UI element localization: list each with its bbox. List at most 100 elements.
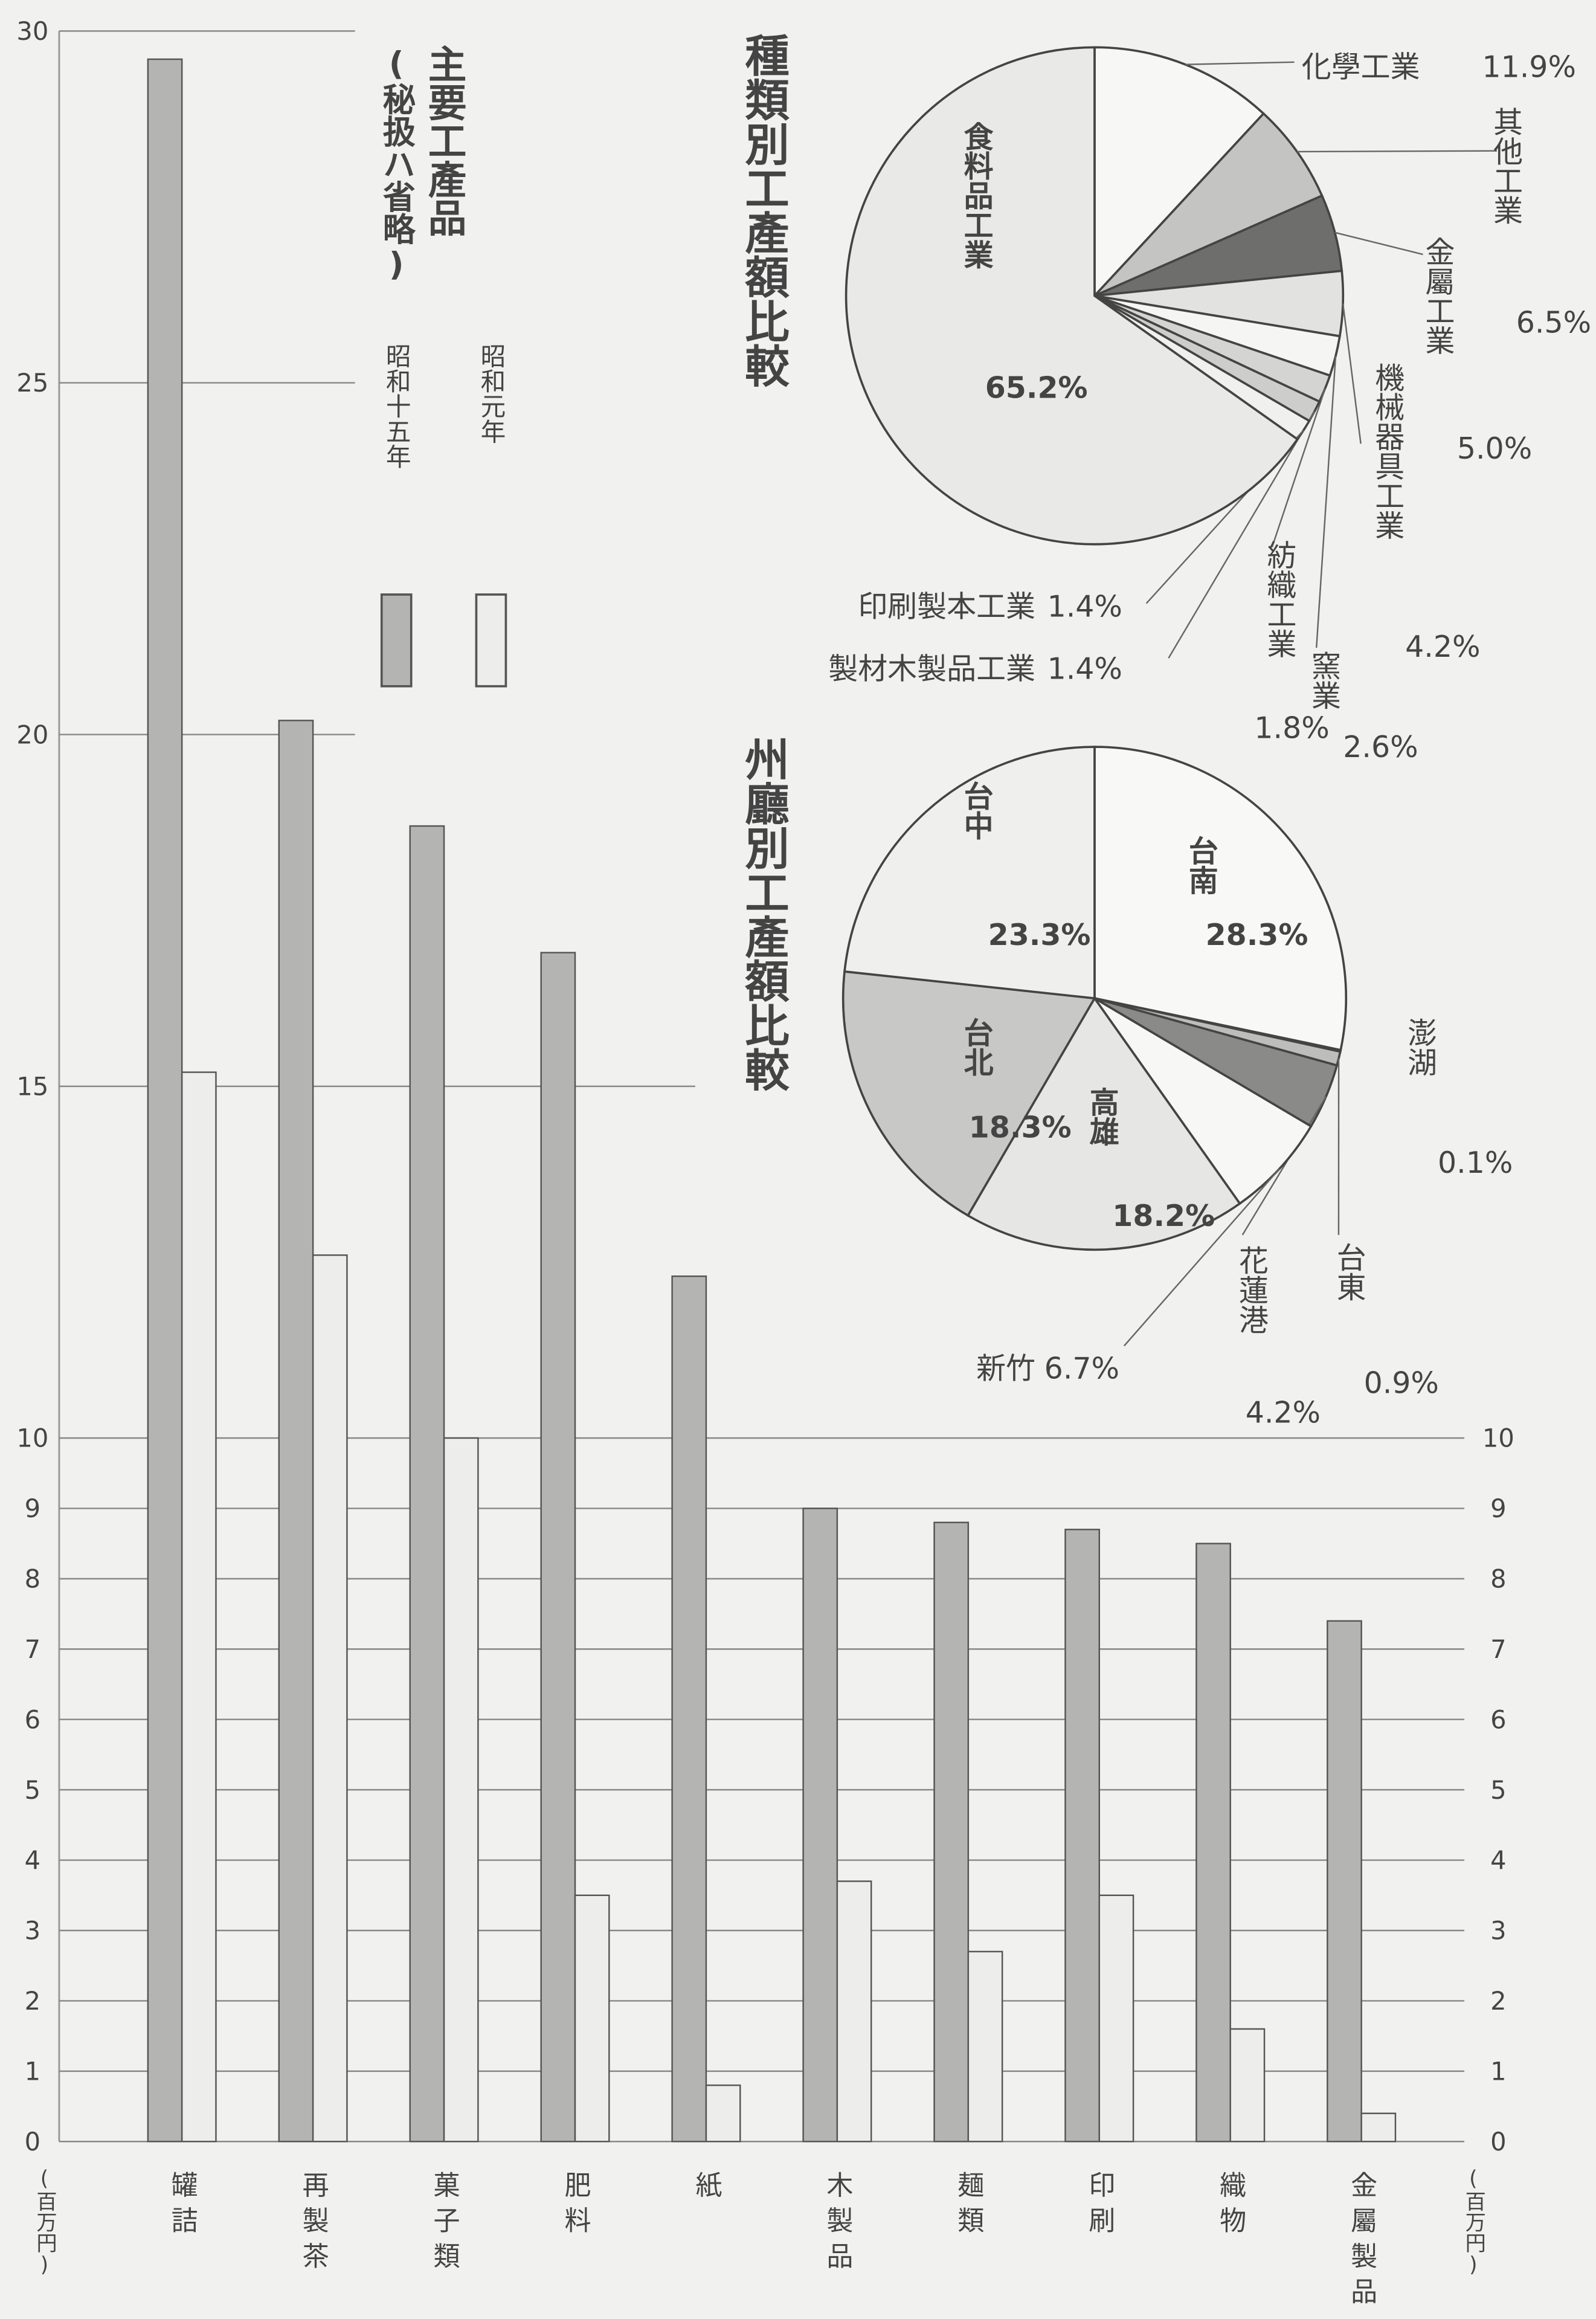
y-tick-label: 2 xyxy=(25,1986,40,2016)
y-tick-label: 20 xyxy=(16,720,48,749)
bar xyxy=(671,1275,707,2143)
slice-value-label: 1.4% xyxy=(1047,652,1122,686)
slice-value-label: 0.1% xyxy=(1438,1146,1513,1180)
bar xyxy=(278,720,314,2143)
y-tick-label: 7 xyxy=(25,1634,40,1664)
y-tick-label: 4 xyxy=(25,1845,40,1875)
slice-label: 化學工業 xyxy=(1302,50,1420,84)
slice-label: 其他工業 xyxy=(1488,106,1523,225)
pie-slice xyxy=(1093,746,1348,1052)
bar xyxy=(967,1950,1003,2143)
chart-subtitle: (秘扱ハ省略) xyxy=(378,44,416,283)
y2-tick-label: 2 xyxy=(1490,1986,1506,2016)
slice-label: 新竹 xyxy=(976,1351,1035,1385)
x-tick-label: 紙 xyxy=(690,2171,721,2207)
pie-slice xyxy=(1093,46,1266,299)
bar xyxy=(574,1894,610,2143)
slice-label: 台北 xyxy=(959,1018,994,1077)
slice-label: 製材木製品工業 xyxy=(828,652,1035,686)
legend-label: 昭和元年 xyxy=(476,343,506,443)
x-tick-label: 麺類 xyxy=(953,2171,983,2242)
y2-tick-label: 1 xyxy=(1490,2057,1506,2086)
slice-value-label: 1.8% xyxy=(1254,711,1329,745)
leader-line xyxy=(1342,303,1362,444)
slice-value-label: 1.4% xyxy=(1047,590,1122,624)
y-tick-label: 8 xyxy=(25,1564,40,1594)
slice-label: 台中 xyxy=(959,781,994,840)
bar xyxy=(181,1071,217,2143)
y2-tick-label: 4 xyxy=(1490,1845,1506,1875)
slice-value-label: 0.9% xyxy=(1364,1366,1439,1401)
bar xyxy=(705,2084,741,2143)
y2-tick-label: 10 xyxy=(1482,1424,1514,1453)
x-tick-label: 再製茶 xyxy=(298,2171,329,2277)
y2-tick-label: 0 xyxy=(1490,2127,1506,2156)
slice-value-label: 65.2% xyxy=(985,370,1088,405)
bar xyxy=(836,1880,872,2143)
y2-tick-label: 6 xyxy=(1490,1705,1506,1734)
y2-tick-label: 3 xyxy=(1490,1916,1506,1946)
y-tick-label: 0 xyxy=(25,2127,40,2156)
legend-swatch xyxy=(380,593,413,688)
y-tick-label: 25 xyxy=(16,368,48,398)
y-tick-label: 10 xyxy=(16,1424,48,1453)
bar xyxy=(147,58,183,2143)
y2-axis-label: (百万円) xyxy=(1461,2167,1485,2277)
slice-value-label: 18.2% xyxy=(1112,1199,1215,1233)
slice-value-label: 18.3% xyxy=(969,1110,1072,1144)
pie-slice xyxy=(845,46,1299,546)
bar xyxy=(1195,1543,1231,2143)
slice-value-label: 2.6% xyxy=(1343,730,1418,764)
slice-label: 台南 xyxy=(1184,836,1218,895)
y2-tick-label: 5 xyxy=(1490,1775,1506,1805)
slice-label: 高雄 xyxy=(1085,1087,1119,1146)
slice-value-label: 11.9% xyxy=(1482,50,1576,84)
y-tick-label: 30 xyxy=(16,16,48,46)
y2-tick-label: 9 xyxy=(1490,1494,1506,1523)
chart-title: 主要工產品 xyxy=(422,44,467,237)
leader-line xyxy=(1271,388,1326,548)
slice-label: 台東 xyxy=(1332,1242,1366,1301)
slice-value-label: 23.3% xyxy=(988,918,1091,952)
bar xyxy=(802,1508,838,2143)
leader-line xyxy=(1296,150,1497,153)
legend-swatch xyxy=(475,593,507,688)
pie-slice xyxy=(843,746,1096,1000)
slice-label: 花蓮港 xyxy=(1234,1245,1269,1334)
slice-label: 金屬工業 xyxy=(1420,237,1455,355)
bar xyxy=(443,1437,479,2143)
slice-value-label: 5.0% xyxy=(1457,431,1532,466)
y2-tick-label: 8 xyxy=(1490,1564,1506,1594)
x-tick-label: 印刷 xyxy=(1084,2171,1115,2242)
x-tick-label: 木製品 xyxy=(822,2171,852,2277)
bar xyxy=(1064,1529,1100,2143)
bar xyxy=(312,1254,348,2143)
pie-slice xyxy=(1093,112,1324,297)
bar xyxy=(409,825,445,2143)
bar xyxy=(540,952,576,2143)
x-tick-label: 罐詰 xyxy=(167,2171,198,2242)
y-tick-label: 5 xyxy=(25,1775,40,1805)
leader-line xyxy=(1334,231,1423,256)
slice-value-label: 4.2% xyxy=(1246,1396,1321,1430)
y2-tick-label: 7 xyxy=(1490,1634,1506,1664)
leader-line xyxy=(1185,61,1295,65)
slice-label: 窯業 xyxy=(1307,651,1341,710)
leader-line xyxy=(1315,356,1337,648)
pie-slice xyxy=(841,970,1096,1218)
slice-value-label: 6.7% xyxy=(1044,1351,1119,1385)
slice-label: 紡織工業 xyxy=(1263,540,1297,658)
slice-label: 機械器具工業 xyxy=(1370,363,1405,540)
leader-line xyxy=(1241,1096,1327,1236)
x-tick-label: 肥料 xyxy=(559,2171,590,2242)
x-tick-label: 金屬製品 xyxy=(1346,2171,1377,2313)
slice-value-label: 4.2% xyxy=(1405,630,1480,664)
slice-label: 食料品工業 xyxy=(959,121,994,269)
leader-line xyxy=(1168,411,1316,659)
x-tick-label: 織物 xyxy=(1215,2171,1246,2242)
chart-title: 種類別工產額比較 xyxy=(738,33,790,388)
chart-title: 州廳別工產額比較 xyxy=(738,737,790,1092)
slice-value-label: 6.5% xyxy=(1516,306,1591,340)
